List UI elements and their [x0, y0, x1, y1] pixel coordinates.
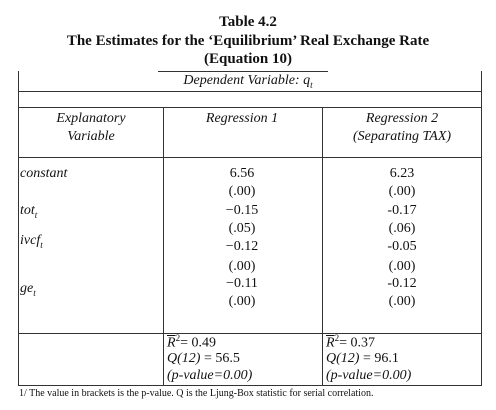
table-title: The Estimates for the ‘Equilibrium’ Real…	[66, 33, 430, 49]
symbol: Q(12)	[167, 351, 201, 366]
p-value: (.00)	[228, 259, 256, 274]
symbol: R	[326, 335, 335, 351]
rule	[18, 107, 482, 108]
text: Dependent Variable: q	[183, 73, 311, 88]
superscript: 2	[175, 333, 181, 343]
rule	[18, 333, 482, 334]
rule	[158, 71, 328, 72]
symbol: R	[167, 335, 176, 351]
rule	[18, 157, 482, 158]
p-value: (.00)	[388, 184, 416, 199]
p-value: (.05)	[228, 221, 256, 236]
header: (Separating TAX)	[352, 129, 452, 144]
rule	[18, 91, 482, 92]
p-value: (.06)	[388, 221, 416, 236]
value: = 0.49	[180, 335, 216, 351]
p-value: (p-value=0.00)	[167, 368, 253, 383]
dependent-variable: Dependent Variable: qt	[183, 73, 312, 90]
estimate: 6.23	[389, 166, 415, 181]
p-value: (.00)	[228, 294, 256, 309]
row-label: constant	[20, 166, 67, 182]
p-value: (.00)	[388, 294, 416, 309]
p-value: (.00)	[228, 184, 256, 199]
symbol: Q(12)	[326, 351, 360, 366]
estimate: -0.17	[387, 203, 417, 218]
subscript: t	[34, 209, 38, 220]
variable-name: constant	[20, 166, 68, 181]
rule	[322, 107, 323, 386]
superscript: 2	[334, 333, 340, 343]
estimate: -0.12	[387, 276, 417, 291]
border	[481, 71, 482, 386]
rule	[163, 107, 164, 386]
r-squared: R2= 0.37	[326, 333, 375, 352]
q-stat: Q(12) = 56.5	[167, 351, 240, 367]
estimate: −0.12	[225, 239, 259, 254]
row-label: tott	[20, 203, 37, 220]
estimate: 6.56	[229, 166, 255, 181]
subscript: t	[33, 287, 36, 298]
value: = 0.37	[339, 335, 375, 351]
table-subtitle: (Equation 10)	[204, 51, 292, 67]
border	[18, 71, 19, 386]
estimate: -0.05	[387, 239, 417, 254]
estimate: −0.15	[225, 203, 259, 218]
row-label: ivcft	[20, 233, 43, 250]
footnote: 1/ The value in brackets is the p-value.…	[19, 388, 374, 399]
value: = 56.5	[203, 351, 240, 366]
rule	[18, 385, 482, 386]
header: Variable	[67, 129, 115, 144]
row-label: get	[20, 281, 36, 298]
p-value: (.00)	[388, 259, 416, 274]
q-stat: Q(12) = 96.1	[326, 351, 399, 367]
subscript: t	[310, 79, 313, 90]
r-squared: R2= 0.49	[167, 333, 216, 352]
table-number: Table 4.2	[219, 14, 277, 30]
estimate: −0.11	[226, 276, 258, 291]
header: Regression 2	[365, 111, 439, 126]
p-value: (p-value=0.00)	[326, 368, 412, 383]
variable-name: tot	[20, 203, 35, 218]
value: = 96.1	[362, 351, 399, 366]
subscript: t	[40, 239, 43, 250]
header: Regression 1	[205, 111, 279, 126]
variable-name: ivcf	[20, 233, 41, 248]
variable-name: ge	[20, 281, 34, 296]
header: Explanatory	[56, 111, 126, 126]
